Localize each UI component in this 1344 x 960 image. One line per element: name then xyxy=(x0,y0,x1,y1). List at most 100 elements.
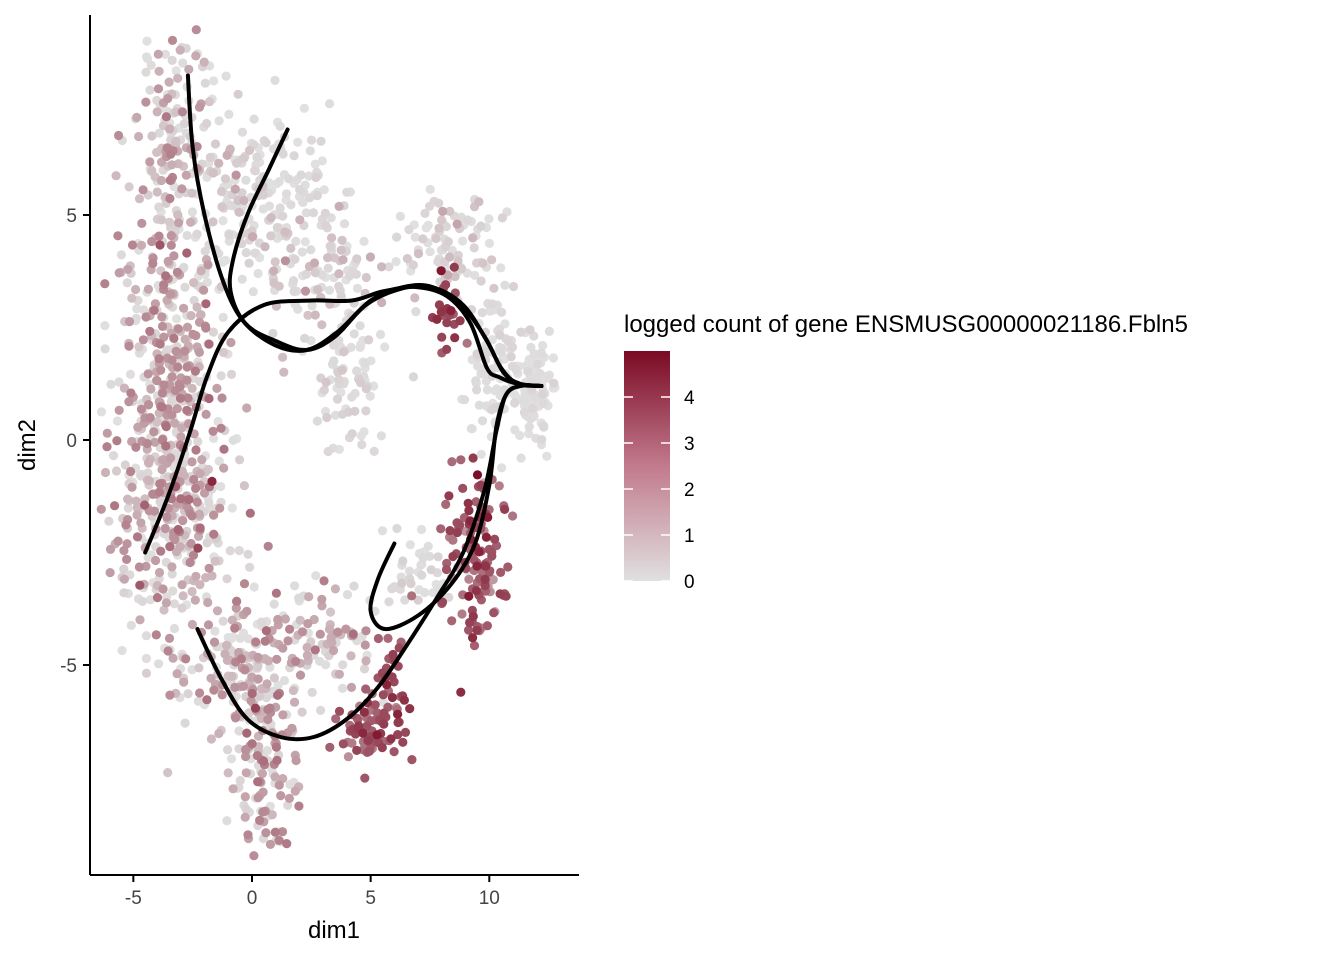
data-point xyxy=(182,405,192,415)
data-point xyxy=(226,337,236,348)
data-point xyxy=(177,423,187,433)
data-point xyxy=(361,406,371,416)
data-point xyxy=(245,508,255,518)
data-point xyxy=(141,97,151,107)
data-point xyxy=(317,270,327,280)
data-point xyxy=(411,307,421,317)
data-point xyxy=(426,565,436,575)
data-point xyxy=(165,124,175,134)
data-point xyxy=(240,665,250,675)
data-point xyxy=(175,382,185,392)
data-point xyxy=(280,614,290,624)
data-point xyxy=(478,258,488,268)
data-point xyxy=(182,362,192,372)
data-point xyxy=(114,377,124,387)
data-point xyxy=(169,599,179,609)
data-point xyxy=(291,236,301,246)
data-point xyxy=(179,677,189,687)
data-point xyxy=(217,202,227,212)
data-point xyxy=(204,498,214,508)
data-point xyxy=(195,310,206,320)
data-point xyxy=(437,332,447,342)
data-point xyxy=(380,342,390,352)
data-point xyxy=(264,201,274,211)
data-point xyxy=(182,322,193,332)
data-point xyxy=(187,586,197,597)
data-point xyxy=(325,99,335,109)
data-point xyxy=(177,603,187,613)
data-point xyxy=(161,422,171,432)
data-point xyxy=(187,619,197,630)
data-point xyxy=(156,365,166,375)
data-point xyxy=(280,256,290,266)
data-point xyxy=(119,588,129,598)
data-point xyxy=(169,251,179,261)
data-point xyxy=(164,217,175,227)
data-point xyxy=(163,646,173,656)
data-point xyxy=(516,327,526,337)
data-point xyxy=(194,347,204,357)
data-point xyxy=(231,170,241,180)
data-point xyxy=(104,516,114,526)
data-point xyxy=(160,523,170,534)
data-point xyxy=(145,85,155,95)
data-point xyxy=(417,570,427,580)
data-point xyxy=(325,607,336,617)
data-point xyxy=(295,215,305,225)
data-point xyxy=(293,137,303,147)
data-point xyxy=(228,784,238,794)
data-point xyxy=(528,404,538,414)
data-point xyxy=(187,188,197,198)
data-point xyxy=(284,793,294,804)
data-point xyxy=(490,534,500,544)
data-point xyxy=(420,208,430,218)
data-point xyxy=(500,280,510,290)
data-point xyxy=(434,300,444,310)
data-point xyxy=(237,188,247,198)
data-point xyxy=(152,417,162,427)
data-point xyxy=(209,76,219,86)
data-point xyxy=(325,742,335,752)
data-point xyxy=(132,112,142,122)
data-point xyxy=(167,372,177,382)
data-point xyxy=(175,45,185,55)
data-point xyxy=(223,632,233,643)
data-point xyxy=(199,285,209,295)
data-point xyxy=(144,458,154,468)
data-point xyxy=(432,314,442,324)
data-point xyxy=(450,333,460,343)
data-point xyxy=(174,218,184,228)
data-point xyxy=(503,562,513,572)
data-point xyxy=(243,634,253,644)
data-point xyxy=(141,631,151,641)
data-point xyxy=(525,325,535,335)
data-point xyxy=(277,827,288,837)
data-point xyxy=(317,594,327,604)
data-point xyxy=(195,376,205,387)
data-point xyxy=(310,268,320,278)
data-point xyxy=(159,380,169,390)
data-point xyxy=(156,215,167,225)
data-point xyxy=(355,342,365,352)
data-point xyxy=(431,233,441,244)
data-point xyxy=(208,327,218,337)
data-point xyxy=(323,446,333,457)
data-point xyxy=(134,194,145,204)
data-point xyxy=(180,282,190,292)
data-point xyxy=(232,158,242,168)
data-point xyxy=(125,369,136,379)
data-point xyxy=(464,625,474,635)
data-point xyxy=(476,221,486,231)
data-point xyxy=(282,839,292,849)
data-point xyxy=(187,511,197,521)
data-point xyxy=(312,190,322,201)
data-point xyxy=(116,250,126,260)
data-point xyxy=(334,281,344,291)
data-point xyxy=(346,682,357,693)
data-point xyxy=(126,620,136,631)
data-point xyxy=(235,776,245,786)
data-point xyxy=(456,455,466,465)
data-point xyxy=(448,535,458,545)
data-point xyxy=(237,127,248,137)
data-point xyxy=(342,187,352,197)
